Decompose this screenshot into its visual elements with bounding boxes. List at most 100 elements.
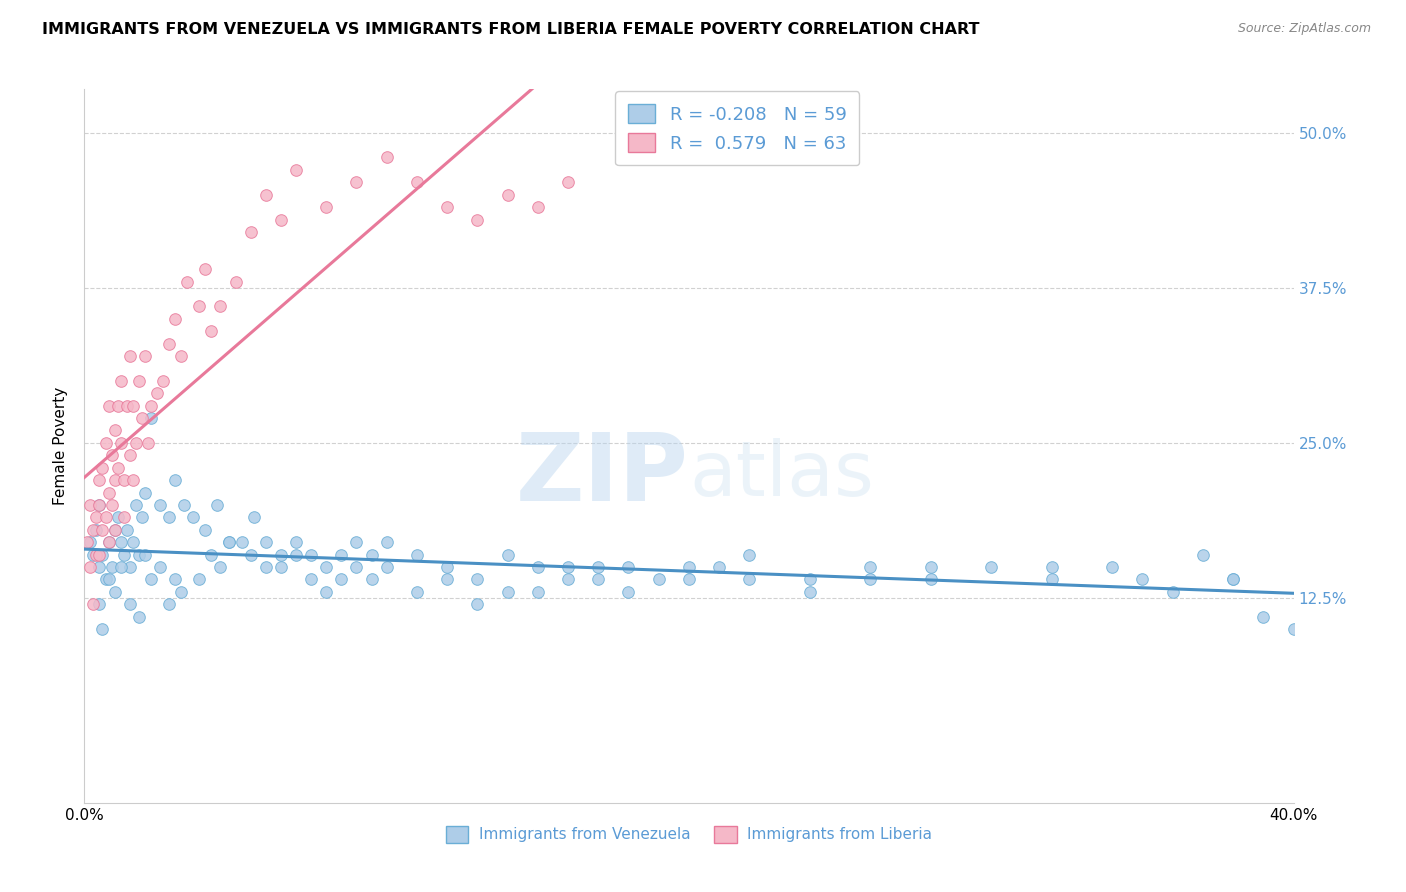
Point (920, 573, 942, 587)
Point (467, 597, 489, 611)
Point (360, 548, 382, 562)
Point (97, 535, 120, 549)
Point (299, 548, 322, 562)
Point (406, 584, 429, 599)
Point (859, 573, 882, 587)
Point (107, 399, 129, 413)
Point (121, 399, 143, 413)
Point (157, 510, 180, 524)
Point (136, 436, 159, 450)
Point (152, 374, 174, 388)
Point (285, 535, 308, 549)
Point (1161, 584, 1184, 599)
Point (176, 275, 198, 289)
Point (270, 548, 292, 562)
Point (157, 336, 180, 351)
Point (94, 436, 117, 450)
Point (709, 560, 731, 574)
Point (139, 399, 162, 413)
Point (89, 560, 111, 574)
Point (209, 299, 232, 313)
Point (134, 349, 156, 363)
Point (118, 349, 141, 363)
Point (200, 548, 222, 562)
Point (97, 399, 120, 413)
Point (239, 548, 262, 562)
Point (89, 473, 111, 487)
Point (799, 573, 821, 587)
Point (218, 535, 240, 549)
Point (165, 473, 187, 487)
Point (436, 200, 458, 214)
Point (648, 573, 671, 587)
Point (79, 498, 101, 512)
Point (86, 510, 108, 524)
Point (128, 609, 150, 624)
Point (375, 560, 398, 574)
Point (285, 162, 308, 177)
Point (107, 460, 129, 475)
Point (315, 584, 337, 599)
Point (91, 523, 114, 537)
Point (1130, 573, 1153, 587)
Point (375, 535, 398, 549)
Point (97, 485, 120, 500)
Point (218, 535, 240, 549)
Legend: Immigrants from Venezuela, Immigrants from Liberia: Immigrants from Venezuela, Immigrants fr… (440, 820, 938, 848)
Point (254, 187, 277, 202)
Point (209, 560, 232, 574)
Point (467, 573, 489, 587)
Point (89, 548, 111, 562)
Point (1222, 573, 1244, 587)
Point (125, 436, 148, 450)
Point (527, 200, 550, 214)
Point (200, 324, 222, 338)
Point (173, 498, 195, 512)
Point (112, 473, 135, 487)
Point (104, 523, 127, 537)
Point (125, 498, 148, 512)
Point (678, 573, 700, 587)
Point (436, 560, 458, 574)
Point (107, 510, 129, 524)
Point (557, 175, 579, 189)
Point (315, 200, 337, 214)
Point (920, 560, 942, 574)
Point (104, 473, 127, 487)
Point (82, 548, 104, 562)
Point (91, 460, 114, 475)
Point (375, 151, 398, 165)
Point (188, 573, 211, 587)
Text: atlas: atlas (689, 438, 873, 511)
Point (254, 535, 277, 549)
Point (100, 498, 122, 512)
Point (76, 535, 98, 549)
Point (91, 548, 114, 562)
Point (330, 548, 353, 562)
Point (86, 548, 108, 562)
Point (496, 548, 519, 562)
Point (149, 498, 172, 512)
Point (1192, 548, 1215, 562)
Point (89, 498, 111, 512)
Point (360, 573, 382, 587)
Point (207, 498, 229, 512)
Point (165, 573, 187, 587)
Point (188, 299, 211, 313)
Point (139, 573, 162, 587)
Point (82, 597, 104, 611)
Point (1040, 573, 1063, 587)
Point (104, 424, 127, 438)
Point (110, 535, 132, 549)
Point (330, 573, 353, 587)
Y-axis label: Female Poverty: Female Poverty (53, 387, 69, 505)
Point (436, 573, 458, 587)
Text: IMMIGRANTS FROM VENEZUELA VS IMMIGRANTS FROM LIBERIA FEMALE POVERTY CORRELATION : IMMIGRANTS FROM VENEZUELA VS IMMIGRANTS … (42, 22, 980, 37)
Point (149, 560, 172, 574)
Point (79, 535, 101, 549)
Point (134, 548, 156, 562)
Point (588, 560, 610, 574)
Text: ZIP: ZIP (516, 428, 689, 521)
Point (285, 548, 308, 562)
Point (588, 573, 610, 587)
